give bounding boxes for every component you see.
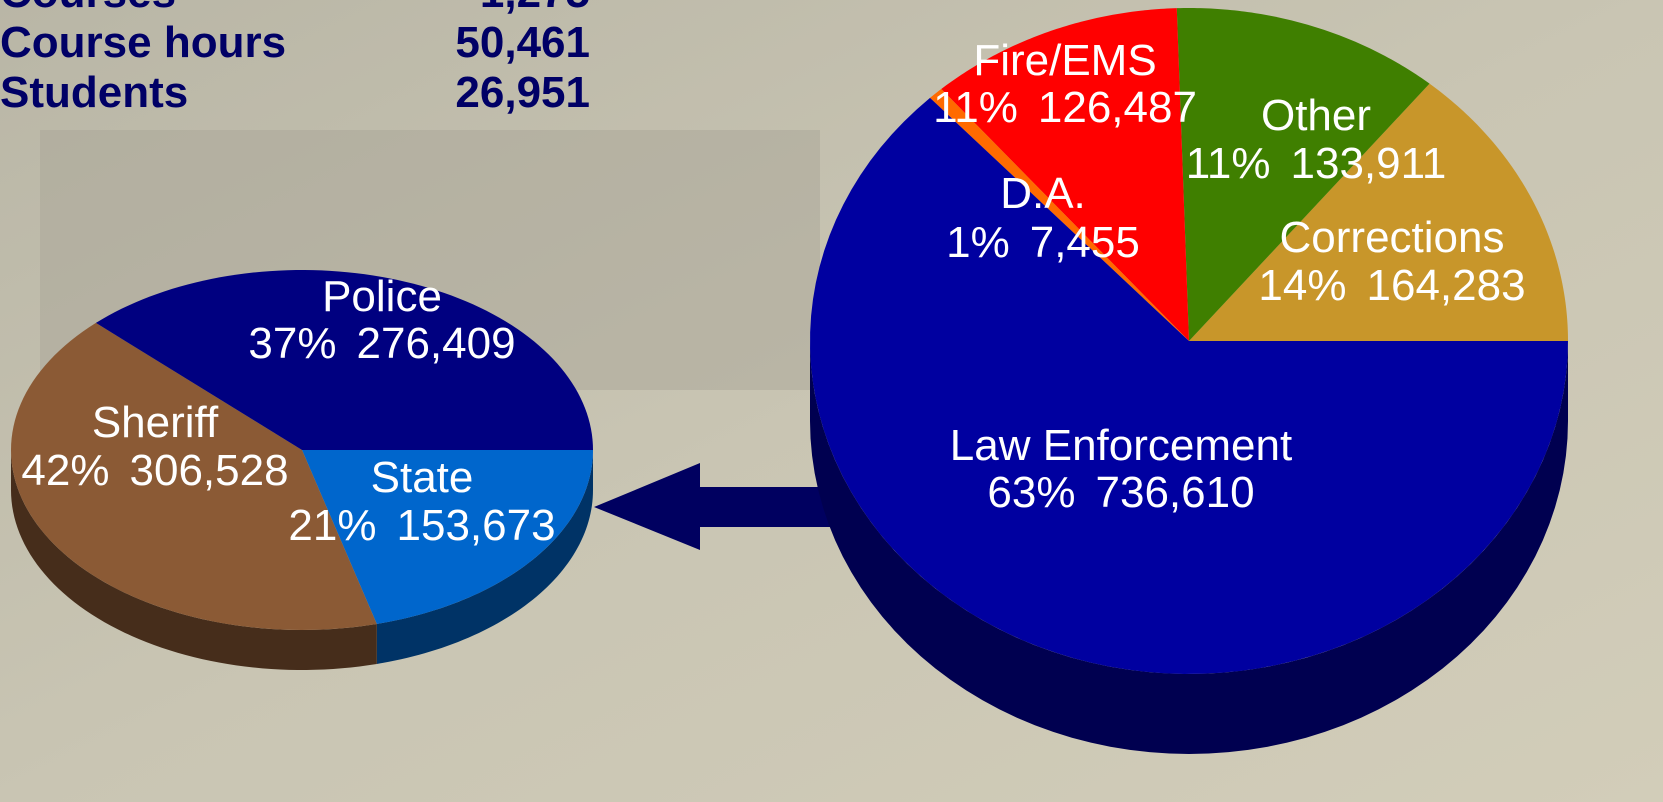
slice-value-label: 1% 7,455 bbox=[946, 218, 1140, 267]
slice-name: Fire/EMS bbox=[973, 36, 1156, 85]
slice-value: 306,528 bbox=[130, 446, 289, 495]
summary-label: Course hours bbox=[0, 18, 286, 67]
slice-value: 164,283 bbox=[1367, 261, 1526, 310]
slice-value: 276,409 bbox=[357, 319, 516, 368]
slice-value: 7,455 bbox=[1030, 218, 1140, 267]
slice-name: D.A. bbox=[1000, 169, 1086, 218]
slice-percent: 11% bbox=[933, 83, 1018, 132]
slice-value-label: 42% 306,528 bbox=[21, 446, 288, 495]
slice-value: 736,610 bbox=[1096, 468, 1255, 517]
slice-percent: 37% bbox=[248, 319, 336, 368]
slice-value-label: 14% 164,283 bbox=[1258, 261, 1525, 310]
slice-name: State bbox=[371, 453, 474, 502]
slice-name: Law Enforcement bbox=[950, 421, 1292, 470]
slice-value-label: 11% 126,487 bbox=[933, 83, 1197, 132]
summary-label: Courses bbox=[0, 0, 176, 17]
summary-label: Students bbox=[0, 68, 188, 117]
slice-name: Sheriff bbox=[92, 398, 219, 447]
slice-percent: 14% bbox=[1258, 261, 1346, 310]
slice-value: 153,673 bbox=[397, 501, 556, 550]
slice-name: Corrections bbox=[1280, 213, 1505, 262]
slice-percent: 21% bbox=[288, 501, 376, 550]
slice-value: 133,911 bbox=[1291, 139, 1447, 188]
slice-name: Police bbox=[322, 272, 442, 321]
slice-value: 126,487 bbox=[1038, 83, 1197, 132]
slice-value-label: 63% 736,610 bbox=[987, 468, 1254, 517]
slice-percent: 1% bbox=[946, 218, 1010, 267]
slice-value-label: 37% 276,409 bbox=[248, 319, 515, 368]
slice-name: Other bbox=[1261, 91, 1371, 140]
slice-percent: 63% bbox=[987, 468, 1075, 517]
summary-value: 50,461 bbox=[455, 18, 590, 67]
summary-value: 1,275 bbox=[480, 0, 590, 17]
slice-percent: 42% bbox=[21, 446, 109, 495]
slice-value-label: 21% 153,673 bbox=[288, 501, 555, 550]
slide: Courses 1,275 Course hours 50,461 Students 26… bbox=[0, 0, 1663, 802]
slice-value-label: 11% 133,911 bbox=[1186, 139, 1447, 188]
summary-value: 26,951 bbox=[455, 68, 590, 117]
slice-percent: 11% bbox=[1186, 139, 1271, 188]
